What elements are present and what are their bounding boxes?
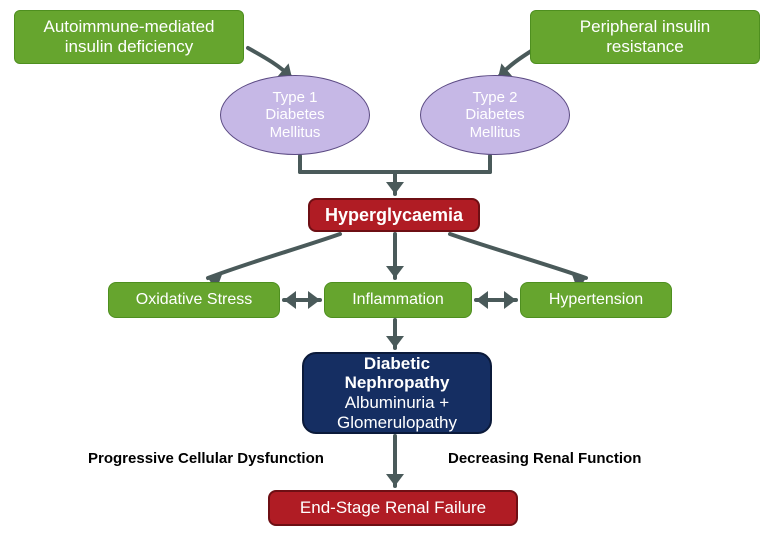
node-t1dm: Type 1 Diabetes Mellitus <box>220 75 370 155</box>
text: Autoimmune-mediated <box>43 17 214 37</box>
text: insulin deficiency <box>43 37 214 57</box>
node-autoimmune: Autoimmune-mediated insulin deficiency <box>14 10 244 64</box>
label-progressive-dysfunction: Progressive Cellular Dysfunction <box>88 450 324 467</box>
text: Mellitus <box>265 124 324 141</box>
node-inflammation: Inflammation <box>324 282 472 318</box>
node-t2dm: Type 2 Diabetes Mellitus <box>420 75 570 155</box>
text: Nephropathy <box>337 373 457 393</box>
text: resistance <box>580 37 710 57</box>
text: Type 2 <box>465 89 524 106</box>
node-hyperglycaemia: Hyperglycaemia <box>308 198 480 232</box>
node-oxidative-stress: Oxidative Stress <box>108 282 280 318</box>
text: Type 1 <box>265 89 324 106</box>
text: Diabetes <box>265 106 324 123</box>
text: End-Stage Renal Failure <box>300 498 486 518</box>
text: Albuminuria + <box>337 393 457 413</box>
text: Oxidative Stress <box>136 291 252 309</box>
node-peripheral: Peripheral insulin resistance <box>530 10 760 64</box>
text: Hypertension <box>549 291 643 309</box>
text: Diabetic <box>337 354 457 374</box>
node-end-stage-renal-failure: End-Stage Renal Failure <box>268 490 518 526</box>
label-decreasing-renal-function: Decreasing Renal Function <box>448 450 641 467</box>
node-diabetic-nephropathy: Diabetic Nephropathy Albuminuria + Glome… <box>302 352 492 434</box>
text: Hyperglycaemia <box>325 205 463 226</box>
text: Peripheral insulin <box>580 17 710 37</box>
node-hypertension: Hypertension <box>520 282 672 318</box>
text: Mellitus <box>465 124 524 141</box>
text: Glomerulopathy <box>337 413 457 433</box>
text: Diabetes <box>465 106 524 123</box>
text: Inflammation <box>352 291 444 309</box>
diagram-stage: Autoimmune-mediated insulin deficiency P… <box>0 0 780 540</box>
